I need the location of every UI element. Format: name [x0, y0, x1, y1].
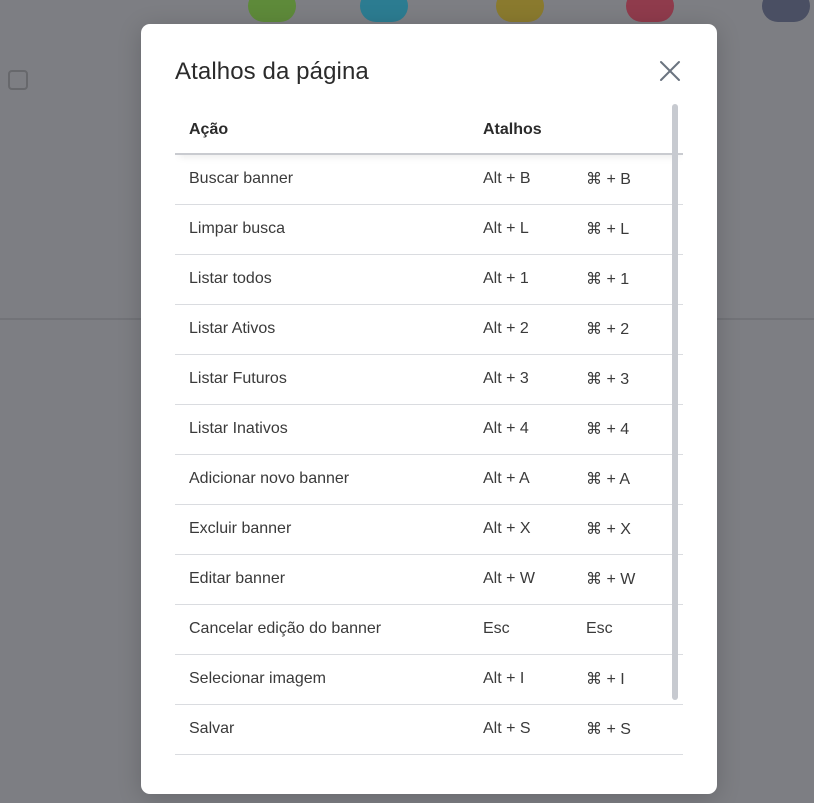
- row-shortcut-alt: Alt + 2: [469, 304, 580, 355]
- row-shortcut-cmd: ⌘ + I: [580, 654, 683, 705]
- row-action: Listar Ativos: [175, 304, 469, 355]
- row-action: Cancelar edição do banner: [175, 604, 469, 655]
- row-action: Listar todos: [175, 254, 469, 305]
- scrollbar-thumb[interactable]: [672, 104, 678, 700]
- filter-chip-5: [762, 0, 810, 22]
- filter-chip-1: [248, 0, 296, 22]
- table-row: Excluir banner Alt + X ⌘ + X: [175, 504, 683, 555]
- row-action: Editar banner: [175, 554, 469, 605]
- row-shortcut-cmd: ⌘ + 4: [580, 404, 683, 455]
- close-button[interactable]: [657, 58, 683, 84]
- table-row: Salvar Alt + S ⌘ + S: [175, 704, 683, 755]
- column-header-shortcuts: Atalhos: [469, 106, 580, 155]
- row-shortcut-alt: Alt + W: [469, 554, 580, 605]
- column-header-action: Ação: [175, 106, 469, 155]
- filter-chip-4: [626, 0, 674, 22]
- row-shortcut-alt: Alt + S: [469, 704, 580, 755]
- filter-chip-2: [360, 0, 408, 22]
- table-row: Cancelar edição do banner Esc Esc: [175, 604, 683, 655]
- modal-title: Atalhos da página: [175, 58, 369, 85]
- row-action: Listar Inativos: [175, 404, 469, 455]
- row-shortcut-cmd: ⌘ + 3: [580, 354, 683, 405]
- table-row: Buscar banner Alt + B ⌘ + B: [175, 154, 683, 205]
- row-action: Buscar banner: [175, 154, 469, 205]
- row-action: Salvar: [175, 704, 469, 755]
- row-shortcut-cmd: ⌘ + B: [580, 154, 683, 205]
- row-action: Adicionar novo banner: [175, 454, 469, 505]
- background-icon: [8, 70, 28, 90]
- shortcuts-modal: Atalhos da página Ação Atalhos Buscar ba…: [141, 24, 717, 794]
- row-shortcut-cmd: ⌘ + A: [580, 454, 683, 505]
- row-shortcut-cmd: ⌘ + W: [580, 554, 683, 605]
- row-shortcut-alt: Alt + X: [469, 504, 580, 555]
- row-action: Limpar busca: [175, 204, 469, 255]
- table-row: Listar Futuros Alt + 3 ⌘ + 3: [175, 354, 683, 405]
- close-icon: [660, 61, 680, 81]
- table-row: Listar todos Alt + 1 ⌘ + 1: [175, 254, 683, 305]
- row-shortcut-alt: Esc: [469, 604, 580, 655]
- table-row: Listar Ativos Alt + 2 ⌘ + 2: [175, 304, 683, 355]
- row-shortcut-cmd: ⌘ + L: [580, 204, 683, 255]
- table-row: Editar banner Alt + W ⌘ + W: [175, 554, 683, 605]
- row-shortcut-alt: Alt + 4: [469, 404, 580, 455]
- row-action: Listar Futuros: [175, 354, 469, 405]
- filter-chip-3: [496, 0, 544, 22]
- row-shortcut-cmd: ⌘ + 2: [580, 304, 683, 355]
- row-shortcut-alt: Alt + 3: [469, 354, 580, 405]
- row-shortcut-alt: Alt + 1: [469, 254, 580, 305]
- row-shortcut-cmd: ⌘ + S: [580, 704, 683, 755]
- table-header-row: Ação Atalhos: [175, 106, 683, 155]
- row-shortcut-cmd: ⌘ + 1: [580, 254, 683, 305]
- table-row: Adicionar novo banner Alt + A ⌘ + A: [175, 454, 683, 505]
- table-row: Limpar busca Alt + L ⌘ + L: [175, 204, 683, 255]
- table-row: Selecionar imagem Alt + I ⌘ + I: [175, 654, 683, 705]
- row-shortcut-alt: Alt + A: [469, 454, 580, 505]
- row-shortcut-cmd: ⌘ + X: [580, 504, 683, 555]
- row-action: Excluir banner: [175, 504, 469, 555]
- column-header-empty: [580, 106, 683, 155]
- shortcuts-table-container[interactable]: Ação Atalhos Buscar banner Alt + B ⌘ + B…: [175, 106, 683, 766]
- shortcuts-table: Ação Atalhos Buscar banner Alt + B ⌘ + B…: [175, 106, 683, 755]
- table-row: Listar Inativos Alt + 4 ⌘ + 4: [175, 404, 683, 455]
- row-shortcut-cmd: Esc: [580, 604, 683, 655]
- row-shortcut-alt: Alt + I: [469, 654, 580, 705]
- row-shortcut-alt: Alt + L: [469, 204, 580, 255]
- row-action: Selecionar imagem: [175, 654, 469, 705]
- row-shortcut-alt: Alt + B: [469, 154, 580, 205]
